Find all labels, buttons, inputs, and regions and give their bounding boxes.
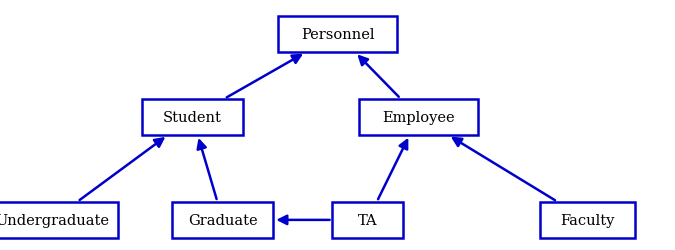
Text: Faculty: Faculty (560, 213, 614, 227)
FancyBboxPatch shape (540, 202, 634, 238)
FancyBboxPatch shape (0, 202, 119, 238)
FancyBboxPatch shape (333, 202, 403, 238)
FancyBboxPatch shape (278, 17, 396, 53)
FancyBboxPatch shape (142, 99, 243, 136)
Text: Undergraduate: Undergraduate (0, 213, 109, 227)
Text: Graduate: Graduate (188, 213, 258, 227)
Text: Employee: Employee (382, 110, 455, 124)
Text: TA: TA (358, 213, 378, 227)
Text: Personnel: Personnel (301, 28, 374, 42)
Text: Student: Student (163, 110, 222, 124)
FancyBboxPatch shape (359, 99, 478, 136)
FancyBboxPatch shape (172, 202, 273, 238)
